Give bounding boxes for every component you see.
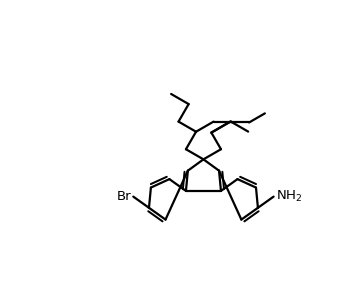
Text: Br: Br <box>117 190 131 203</box>
Text: NH$_2$: NH$_2$ <box>276 189 302 204</box>
